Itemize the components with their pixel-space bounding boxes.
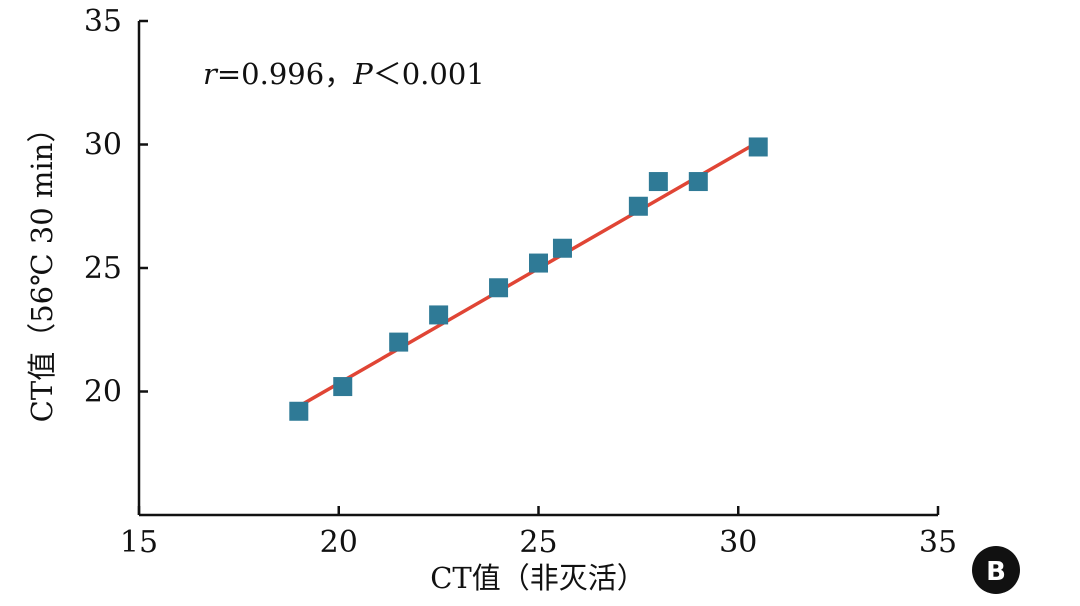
data-point [389, 332, 409, 352]
data-point [289, 401, 309, 421]
y-ticks: 20 25 30 35 [84, 4, 148, 410]
p-value: ＜0.001 [373, 57, 485, 91]
r-symbol: r [203, 57, 219, 91]
y-tick-label: 30 [84, 128, 122, 163]
x-tick-label: 25 [519, 525, 557, 560]
data-point [552, 238, 572, 258]
data-point [648, 172, 668, 192]
x-ticks: 15 20 25 30 35 [120, 506, 957, 560]
data-point [688, 172, 708, 192]
x-tick-label: 35 [919, 525, 957, 560]
data-points [289, 137, 768, 421]
correlation-annotation: r=0.996，P＜0.001 [203, 57, 485, 91]
x-tick-label: 15 [120, 525, 158, 560]
data-point [429, 305, 449, 325]
x-axis-title: CT值（非灭活） [430, 561, 646, 595]
panel-label-badge: B [972, 546, 1020, 594]
data-point [529, 253, 548, 273]
y-axis-title: CT值（56℃ 30 min） [25, 114, 59, 423]
data-point [748, 137, 768, 157]
y-tick-label: 25 [84, 251, 122, 286]
x-tick-label: 30 [719, 525, 757, 560]
panel-label: B [986, 557, 1006, 587]
data-point [489, 278, 509, 298]
panel-label-circle [972, 546, 1020, 594]
x-tick-label: 20 [320, 525, 358, 560]
data-point [628, 196, 648, 216]
r-value: =0.996， [217, 57, 353, 91]
fit-line [297, 140, 760, 409]
data-point [333, 377, 353, 397]
y-tick-label: 20 [84, 375, 122, 410]
y-tick-label: 35 [84, 4, 122, 39]
p-symbol: P [352, 57, 373, 91]
